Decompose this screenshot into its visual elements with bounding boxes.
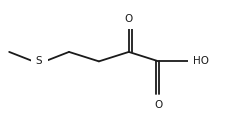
Text: O: O: [124, 14, 132, 24]
Text: S: S: [36, 56, 42, 66]
Text: O: O: [154, 100, 162, 110]
Text: HO: HO: [192, 56, 208, 66]
